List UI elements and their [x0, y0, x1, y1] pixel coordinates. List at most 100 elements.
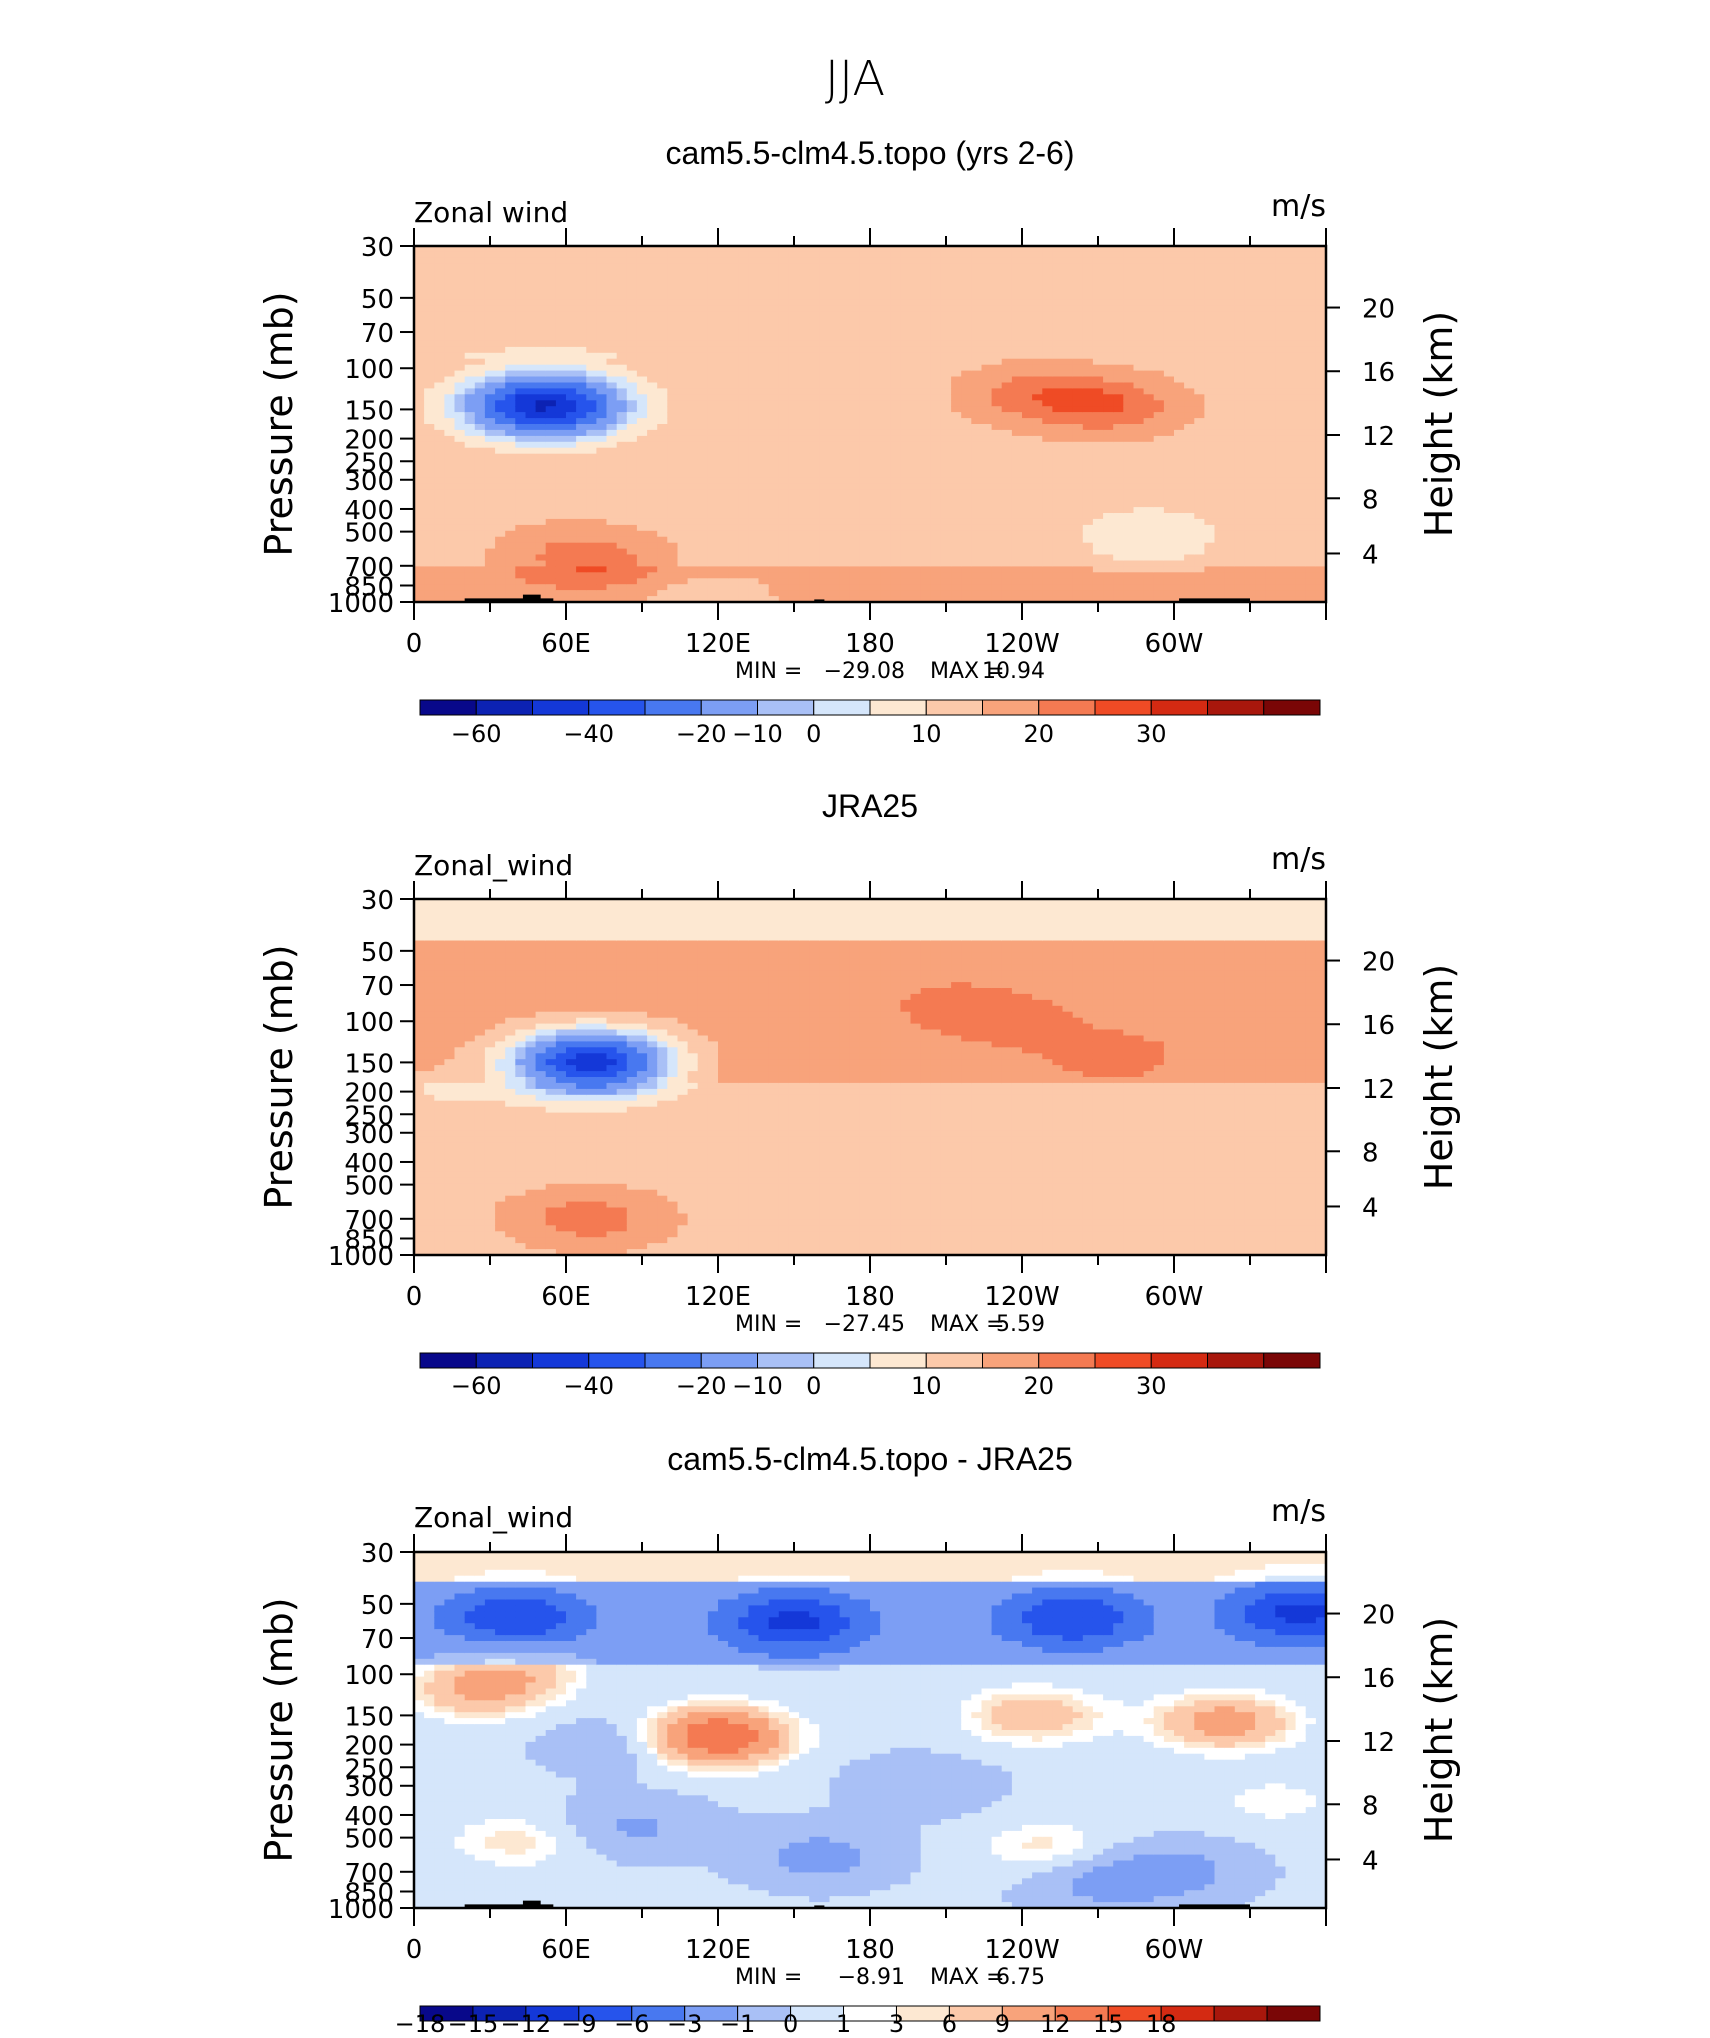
field-cell [1001, 364, 1013, 372]
field-cell [1214, 435, 1226, 443]
field-cell [920, 346, 932, 354]
field-cell [819, 578, 830, 585]
field-cell [566, 364, 577, 372]
field-cell [940, 507, 952, 514]
field-cell [910, 483, 922, 490]
field-cell [1174, 495, 1185, 502]
field-cell [495, 323, 506, 330]
field-cell [1224, 418, 1236, 425]
field-cell [778, 370, 790, 378]
field-cell [1072, 358, 1084, 366]
field-cell [515, 536, 526, 544]
field-cell [728, 257, 739, 265]
field-cell [545, 412, 557, 419]
field-cell [626, 358, 638, 366]
field-cell [981, 435, 993, 443]
field-cell [758, 429, 770, 437]
field-cell [971, 590, 982, 597]
field-cell [961, 489, 972, 496]
field-cell [768, 548, 780, 556]
field-cell [1214, 329, 1226, 336]
field-cell [809, 257, 820, 265]
field-cell [414, 388, 425, 395]
field-cell [768, 584, 780, 591]
field-cell [707, 501, 719, 508]
field-cell [677, 352, 689, 360]
field-cell [1103, 370, 1114, 378]
field-cell [788, 524, 800, 532]
field-cell [1143, 471, 1155, 478]
field-cell [434, 317, 445, 324]
field-cell [495, 412, 506, 419]
field-cell [1244, 554, 1256, 561]
field-cell [414, 281, 425, 289]
field-cell [758, 483, 770, 490]
field-cell [829, 388, 841, 395]
field-cell [434, 459, 445, 467]
field-cell [1022, 406, 1033, 413]
field-cell [414, 530, 425, 538]
field-cell [1174, 471, 1185, 478]
field-cell [606, 400, 618, 407]
field-cell [1194, 352, 1205, 360]
field-cell [535, 305, 547, 312]
field-cell [636, 364, 648, 372]
field-cell [951, 536, 962, 544]
field-cell [940, 346, 952, 354]
field-cell [667, 524, 678, 532]
field-cell [1214, 483, 1226, 490]
field-cell [870, 246, 881, 253]
field-cell [819, 251, 830, 259]
field-cell [839, 323, 851, 330]
field-cell [657, 477, 668, 484]
field-cell [647, 489, 658, 496]
field-cell [920, 530, 932, 538]
field-cell [636, 542, 648, 550]
field-cell [809, 554, 820, 561]
field-cell [1204, 513, 1216, 520]
field-cell [1143, 507, 1155, 514]
field-cell [555, 477, 567, 484]
field-cell [890, 536, 901, 544]
field-cell [910, 412, 922, 419]
field-cell [728, 317, 739, 324]
field-cell [535, 263, 547, 271]
field-cell [515, 335, 526, 342]
field-cell [1042, 429, 1053, 437]
field-cell [484, 459, 496, 467]
field-cell [495, 513, 506, 520]
field-cell [1184, 358, 1195, 366]
field-cell [768, 447, 780, 455]
field-cell [555, 566, 567, 573]
field-cell [505, 246, 516, 253]
field-cell [768, 536, 780, 544]
field-cell [606, 596, 618, 603]
field-cell [606, 364, 618, 372]
field-cell [859, 257, 871, 265]
field-cell [1082, 590, 1094, 597]
field-cell [971, 370, 982, 378]
field-cell [515, 471, 526, 478]
field-cell [1143, 370, 1155, 378]
field-cell [920, 275, 932, 283]
field-cell [707, 263, 719, 271]
field-cell [677, 560, 689, 567]
field-cell [728, 329, 739, 336]
field-cell [809, 335, 820, 342]
field-cell [809, 281, 820, 289]
field-cell [839, 275, 851, 283]
field-cell [555, 548, 567, 556]
field-cell [454, 590, 466, 597]
field-cell [677, 495, 689, 502]
field-cell [596, 441, 608, 449]
field-cell [464, 513, 476, 520]
field-cell [799, 590, 810, 597]
field-cell [728, 424, 739, 431]
field-cell [1082, 441, 1094, 449]
field-cell [687, 281, 699, 289]
field-cell [1153, 275, 1165, 283]
field-cell [1184, 459, 1195, 467]
field-cell [454, 429, 466, 437]
field-cell [647, 513, 658, 520]
field-cell [890, 566, 901, 573]
